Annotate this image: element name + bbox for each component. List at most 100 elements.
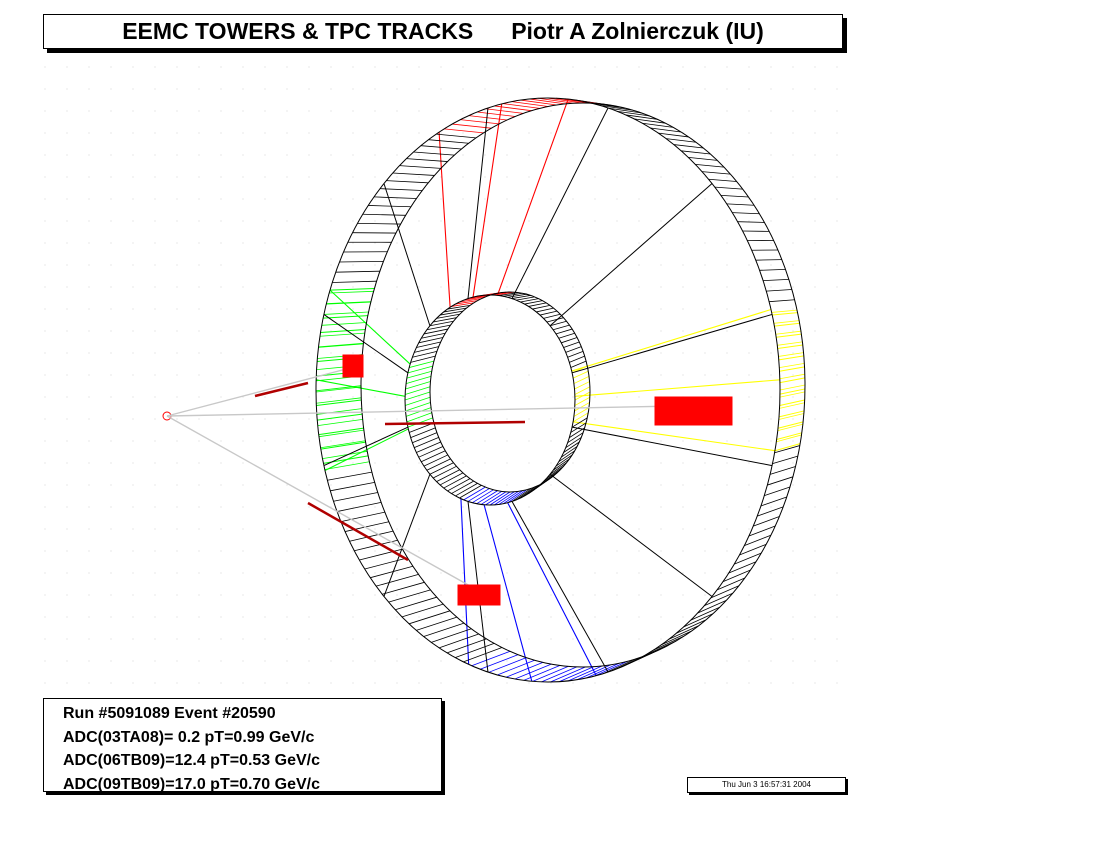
outer-hatch-line (722, 569, 751, 582)
inner-hatch-line (416, 441, 441, 453)
yellow-sector-right-strip (777, 344, 803, 350)
inner-hatch-line (494, 491, 515, 506)
outer-hatch-line (514, 663, 552, 680)
inner-hatch-line (447, 478, 471, 492)
outer-hatch-line (550, 666, 586, 683)
outer-hatch-line (413, 151, 455, 156)
outer-hatch-line (603, 658, 637, 674)
spoke-line (571, 313, 773, 374)
inner-hatch-line (572, 370, 589, 379)
outer-hatch-line (688, 157, 718, 161)
red-sector-top-edge (472, 103, 503, 298)
outer-hatch-line (708, 178, 737, 182)
inner-hatch-line (423, 454, 448, 467)
outer-hatch-line (335, 270, 380, 273)
outer-hatch-line (778, 352, 804, 357)
outer-hatch-line (420, 145, 462, 150)
outer-hatch-line (779, 373, 805, 380)
outer-hatch-line (477, 111, 516, 117)
blue-sector-bottom-edge (507, 502, 597, 676)
run-event-label: Run #5091089 Event #20590 (63, 705, 276, 722)
inner-hatch-line (520, 485, 539, 499)
spoke-line (549, 183, 713, 327)
inner-hatch-line (476, 490, 498, 505)
inner-back-ellipse (429, 291, 591, 493)
inner-hatch-line (421, 450, 446, 463)
inner-hatch-line (532, 305, 551, 310)
outer-hatch-line (330, 481, 375, 492)
inner-hatch-line (436, 469, 460, 482)
outer-hatch-line (463, 647, 503, 663)
inner-hatch-line (539, 310, 558, 316)
tower-hit (654, 396, 733, 426)
inner-hatch-line (432, 465, 457, 479)
tpc-tracks (162, 354, 733, 606)
timestamp-label: Thu Jun 3 16:57:31 2004 (687, 777, 846, 793)
outer-hatch-line (645, 640, 677, 656)
outer-hatch-line (673, 144, 704, 149)
inner-hatch-line (407, 365, 433, 374)
sector-spokes (323, 107, 773, 673)
outer-hatch-line (376, 574, 419, 587)
outer-hatch-line (748, 525, 776, 537)
outer-hatch-line (460, 119, 500, 125)
outer-hatch-line (322, 450, 368, 460)
inner-hatch-line (574, 386, 591, 395)
outer-hatch-line (704, 592, 733, 606)
outer-hatch-line (676, 619, 707, 634)
outer-hatch-line (382, 581, 425, 595)
inner-hatch-line (558, 450, 575, 463)
inner-hatch-line (489, 491, 511, 506)
tower-hit (457, 584, 501, 606)
inner-hatch-line (405, 381, 431, 390)
outer-hatch-line (320, 440, 366, 449)
green-sector-left-strip (316, 399, 362, 406)
outer-hatch-line (357, 222, 401, 225)
inner-hatch-line (520, 298, 539, 303)
inner-hatch-line (507, 489, 527, 504)
inner-hatch-line (412, 350, 438, 358)
outer-hatch-line (340, 511, 385, 523)
inner-hatch-line (524, 300, 543, 305)
outer-hatch-line (779, 391, 806, 398)
inner-hatch-line (516, 486, 535, 501)
outer-hatch-line (541, 666, 577, 683)
outer-hatch-line (505, 661, 544, 678)
outer-hatch-line (333, 492, 378, 502)
green-sector-left-strip (329, 288, 375, 291)
track-line (166, 367, 351, 417)
inner-hatch-line (528, 302, 547, 307)
outer-hatch-line (779, 384, 806, 391)
yellow-sector-right-strip (779, 388, 806, 395)
outer-hatch-line (547, 97, 583, 104)
inner-hatch-line (573, 407, 590, 417)
outer-hatch-line (318, 343, 364, 348)
adc-line-3: ADC(09TB09)=17.0 pT=0.70 GeV/c (63, 775, 321, 793)
outer-hatch-line (362, 213, 406, 216)
outer-hatch-line (697, 600, 727, 614)
outer-hatch-line (773, 320, 800, 324)
outer-hatch-line (401, 603, 444, 618)
outer-hatch-line (392, 172, 435, 176)
outer-hatch-line (739, 543, 767, 556)
yellow-sector-right-strip (778, 355, 804, 361)
inner-hatch-line (574, 396, 591, 406)
spoke-line (383, 474, 431, 597)
inner-hatch-line (414, 437, 439, 449)
inner-hatch-line (455, 483, 478, 497)
inner-hatch-line (406, 412, 432, 423)
outer-hatch-line (538, 97, 574, 104)
outer-hatch-line (502, 103, 540, 109)
outer-hatch-line (316, 397, 362, 404)
outer-hatch-line (625, 114, 658, 120)
outer-hatch-line (423, 622, 465, 637)
outer-hatch-line (318, 429, 364, 438)
outer-hatch-line (695, 163, 724, 168)
outer-hatch-line (438, 633, 479, 649)
yellow-sector-right-edge (574, 379, 780, 397)
inner-hatch-line (546, 317, 564, 323)
ring-hatching (315, 97, 806, 683)
track-segment (307, 501, 409, 562)
inner-hatch-line (536, 307, 554, 313)
adc-line-2: ADC(06TB09)=12.4 pT=0.53 GeV/c (63, 752, 321, 769)
